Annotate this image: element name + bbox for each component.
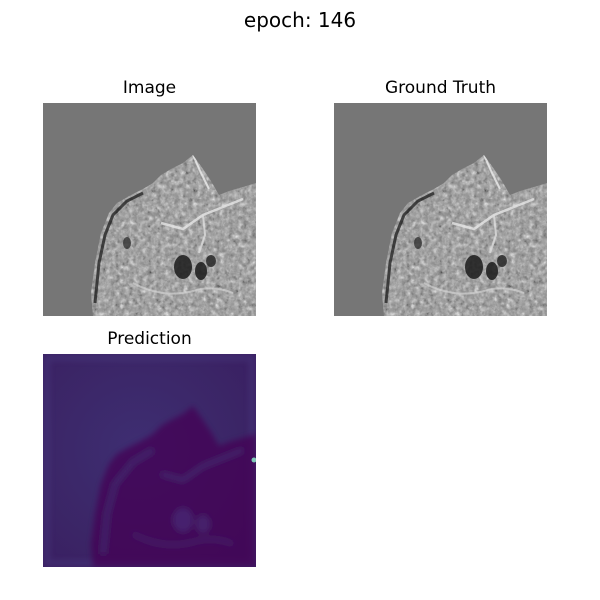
figure-title: epoch: 146 [243, 8, 357, 32]
panel-title-image: Image [122, 78, 177, 98]
panel-title-prediction: Prediction [107, 329, 192, 349]
image-panel [43, 103, 256, 316]
ground-truth-panel-canvas [334, 103, 547, 316]
image-panel-canvas [43, 103, 256, 316]
prediction-panel-canvas [43, 354, 256, 567]
prediction-panel [43, 354, 256, 567]
prediction-highlight [251, 457, 256, 463]
prediction-heatmap [91, 406, 256, 567]
panel-title-ground-truth: Ground Truth [384, 78, 497, 98]
ground-truth-panel [334, 103, 547, 316]
